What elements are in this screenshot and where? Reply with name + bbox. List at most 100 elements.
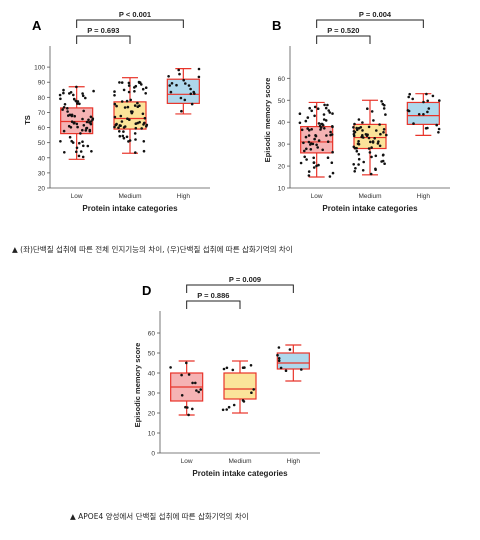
y-tick-label: 30 (38, 170, 46, 177)
data-point-low (306, 127, 309, 130)
data-point-high (288, 348, 292, 351)
data-point-medium (142, 149, 146, 153)
y-tick-label: 50 (148, 351, 156, 358)
data-point-low (308, 106, 311, 110)
box-high (276, 352, 310, 370)
data-point-low (68, 92, 71, 95)
data-point-medium (366, 107, 369, 110)
data-point-low (324, 119, 328, 122)
data-point-medium (232, 403, 236, 407)
data-point-high (417, 113, 421, 116)
chart-panel-b: B 10 20 30 40 50 60 Episodic memory score Low Med… (240, 0, 480, 238)
data-point-low (62, 91, 65, 95)
data-point-high (406, 109, 410, 112)
y-tick-label: 50 (38, 140, 46, 147)
data-point-low (326, 140, 330, 143)
data-point-medium (123, 106, 127, 109)
data-point-medium (115, 122, 118, 126)
data-point-low (187, 413, 190, 417)
x-axis-label: Protein intake categories (322, 204, 418, 213)
data-point-high (426, 110, 429, 114)
data-point-low (194, 381, 197, 385)
data-point-low (299, 161, 303, 165)
data-point-high (177, 68, 180, 72)
data-point-low (325, 134, 328, 137)
data-point-high (197, 67, 201, 71)
data-point-low (91, 117, 95, 120)
data-point-low (73, 121, 76, 124)
data-point-low (75, 85, 78, 89)
caption-top: ▲ (좌)단백질 섭취에 따른 전체 인지기능의 차이, (우)단백질 섭취에 … (12, 245, 293, 254)
data-point-medium (134, 126, 138, 130)
data-point-low (62, 88, 65, 92)
data-point-medium (133, 104, 137, 107)
data-point-medium (121, 134, 125, 138)
data-point-high (412, 122, 415, 125)
box-medium (223, 372, 257, 400)
data-point-low (89, 120, 93, 123)
data-point-high (277, 357, 281, 360)
x-tick-label-medium: Medium (228, 458, 251, 465)
data-point-low (89, 122, 93, 126)
data-point-low (326, 156, 330, 159)
data-point-low (72, 93, 75, 97)
data-point-low (331, 112, 334, 115)
data-point-low (78, 141, 81, 145)
data-point-high (427, 107, 431, 110)
data-point-high (169, 90, 173, 94)
box-plot-protein-episodic-memory: B 10 20 30 40 50 60 Episodic memory score Low Med… (263, 10, 450, 213)
data-point-medium (141, 87, 145, 91)
y-tick-label: 90 (38, 80, 46, 87)
y-axis-label: TS (23, 115, 32, 125)
data-point-medium (367, 125, 371, 129)
data-point-medium (134, 151, 137, 154)
data-point-low (84, 129, 88, 132)
data-point-medium (380, 160, 383, 163)
data-point-low (317, 139, 321, 142)
data-point-medium (382, 107, 386, 110)
data-point-low (309, 143, 312, 146)
panel-label: A (32, 18, 42, 33)
data-point-high (193, 92, 196, 95)
data-point-low (81, 128, 84, 132)
p-value-low-high: P < 0.001 (119, 10, 151, 19)
data-point-medium (370, 110, 374, 113)
data-point-medium (378, 123, 381, 126)
data-point-low (307, 140, 311, 144)
data-point-low (309, 148, 313, 151)
data-point-low (310, 109, 313, 113)
x-axis-label: Protein intake categories (82, 204, 178, 213)
data-point-medium (361, 169, 365, 172)
y-tick-label: 50 (278, 98, 286, 105)
data-point-high (426, 126, 429, 130)
data-point-medium (120, 100, 124, 103)
data-point-low (312, 161, 316, 164)
y-tick-label: 60 (278, 76, 286, 83)
data-point-medium (372, 119, 375, 122)
data-point-medium (352, 126, 355, 129)
data-point-low (73, 98, 76, 101)
data-point-low (308, 128, 311, 132)
y-tick-label: 30 (278, 142, 286, 149)
data-point-medium (241, 399, 245, 402)
data-point-medium (368, 151, 372, 154)
data-point-low (329, 133, 332, 137)
bracket-low-high (186, 284, 294, 293)
data-point-low (322, 113, 326, 116)
data-point-low (326, 103, 329, 107)
data-point-medium (115, 104, 118, 108)
data-point-low (78, 102, 81, 106)
data-point-low (320, 122, 323, 126)
data-point-medium (361, 134, 364, 137)
data-point-low (298, 121, 302, 125)
data-point-low (76, 100, 79, 104)
data-point-medium (373, 137, 376, 140)
data-point-low (66, 110, 69, 113)
data-point-low (81, 92, 84, 95)
x-tick-label-high: High (177, 193, 191, 200)
data-point-medium (357, 142, 361, 146)
data-point-medium (133, 132, 137, 135)
data-point-medium (249, 364, 253, 367)
data-point-medium (142, 140, 146, 143)
data-point-medium (361, 129, 364, 132)
